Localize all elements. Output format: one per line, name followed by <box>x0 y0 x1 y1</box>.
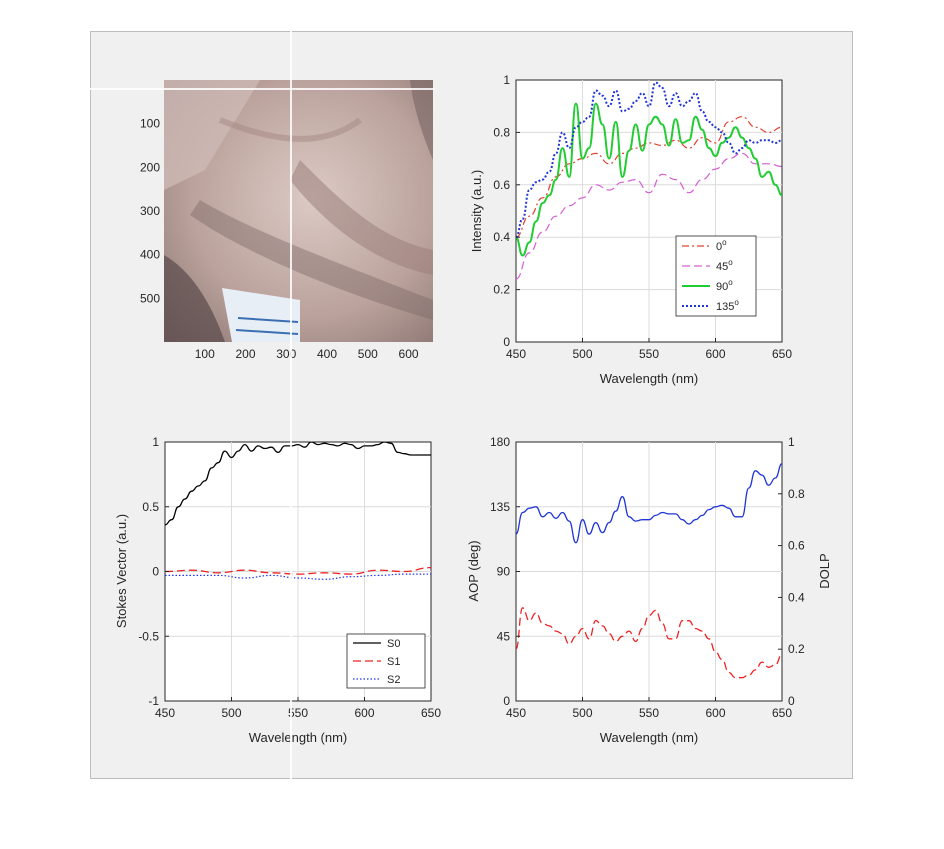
y-tick-label: 0.5 <box>142 500 159 514</box>
x-tick-label: 550 <box>639 347 659 361</box>
y-tick-label: 0.2 <box>493 283 510 297</box>
intensity-ylabel: Intensity (a.u.) <box>469 170 484 252</box>
paper-target <box>222 288 300 342</box>
y-tick-label: 90 <box>497 565 511 579</box>
aop-grid <box>516 442 782 701</box>
legend-box <box>675 235 757 317</box>
image-y-tick-label: 300 <box>140 204 160 218</box>
stokes-lines <box>165 442 431 580</box>
image-x-tick-label: 400 <box>317 347 337 361</box>
series-line-135 <box>516 81 782 239</box>
y2-tick-label: 0.2 <box>788 642 805 656</box>
aop-ylabel: AOP (deg) <box>466 540 481 601</box>
y-tick-label: 0 <box>152 565 159 579</box>
x-tick-label: 450 <box>506 706 526 720</box>
y-tick-label: 0.4 <box>493 230 510 244</box>
hand-edge <box>410 80 433 160</box>
y-tick-label: 0.8 <box>493 125 510 139</box>
legend-label: 135o <box>716 298 739 313</box>
image-x-tick-label: 100 <box>195 347 215 361</box>
image-x-tick-label: 300 <box>276 347 296 361</box>
image-x-tick-label: 500 <box>358 347 378 361</box>
x-tick-label: 450 <box>155 706 175 720</box>
aop-xlabel: Wavelength (nm) <box>600 730 699 745</box>
x-tick-label: 650 <box>421 706 441 720</box>
image-y-tick-label: 400 <box>140 248 160 262</box>
image-y-tick-label: 500 <box>140 291 160 305</box>
stokes-xlabel: Wavelength (nm) <box>249 730 348 745</box>
hand-vein <box>218 117 362 142</box>
y-tick-label: 135 <box>490 500 510 514</box>
image-x-tick-label: 200 <box>235 347 255 361</box>
crosshair-horizontal <box>90 88 435 90</box>
image-y-tick-label: 200 <box>140 160 160 174</box>
series-line-aop <box>516 462 782 544</box>
y2-tick-label: 0.6 <box>788 539 805 553</box>
hand-wrist-region <box>164 80 260 190</box>
y-tick-label: 1 <box>503 73 510 87</box>
finger-shadow <box>190 200 433 320</box>
x-tick-label: 600 <box>705 706 725 720</box>
x-tick-label: 500 <box>572 706 592 720</box>
y-tick-label: 0 <box>503 335 510 349</box>
legend-label: 0o <box>716 238 727 253</box>
finger-crease <box>290 160 433 275</box>
y-tick-label: 1 <box>152 435 159 449</box>
legend-label: S0 <box>387 638 400 650</box>
intensity-axes: 450 500 550 600 650 0 0.2 0.4 0.6 0.8 1 Wavelength… <box>469 73 792 386</box>
x-tick-label: 600 <box>705 347 725 361</box>
series-line-0 <box>516 116 782 238</box>
intensity-xlabel: Wavelength (nm) <box>600 371 699 386</box>
series-line-45 <box>516 152 782 280</box>
hand-image-axes: 100 200 300 400 500 600 100 200 300 400 500 <box>140 80 433 361</box>
series-line-dolp <box>516 607 782 679</box>
paper-print-line <box>237 317 299 323</box>
series-line-90 <box>516 102 782 257</box>
y-tick-label: 0.6 <box>493 178 510 192</box>
x-tick-label: 600 <box>354 706 374 720</box>
image-x-tick-label: 600 <box>399 347 419 361</box>
legend-label: S2 <box>387 674 400 686</box>
palm-shadow <box>164 255 225 342</box>
x-tick-label: 550 <box>639 706 659 720</box>
series-line-s0 <box>165 442 431 526</box>
intensity-lines <box>516 81 782 280</box>
y2-tick-label: 1 <box>788 435 795 449</box>
stokes-ylabel: Stokes Vector (a.u.) <box>114 514 129 628</box>
series-line-s2 <box>165 573 431 580</box>
y2-tick-label: 0 <box>788 694 795 708</box>
x-tick-label: 500 <box>572 347 592 361</box>
y2-tick-label: 0.4 <box>788 590 805 604</box>
aop-lines <box>516 462 782 679</box>
y-tick-label: 180 <box>490 435 510 449</box>
paper-print-line <box>235 329 299 335</box>
x-tick-label: 650 <box>772 347 792 361</box>
x-tick-label: 550 <box>288 706 308 720</box>
image-y-tick-label: 100 <box>140 117 160 131</box>
y-tick-label: -0.5 <box>138 629 159 643</box>
y-tick-label: -1 <box>148 694 159 708</box>
y2-tick-label: 0.8 <box>788 487 805 501</box>
stokes-ticks: 450 500 550 600 650 -1 -0.5 0 0.5 1 <box>138 435 441 720</box>
stokes-legend: S0 S1 S2 <box>346 633 426 689</box>
y-tick-label: 45 <box>497 629 511 643</box>
x-tick-label: 650 <box>772 706 792 720</box>
series-line-s1 <box>165 566 431 575</box>
dolp-ylabel: DOLP <box>817 553 832 588</box>
x-tick-label: 450 <box>506 347 526 361</box>
intensity-ticks: 450 500 550 600 650 0 0.2 0.4 0.6 0.8 1 <box>493 73 792 361</box>
crosshair-vertical <box>290 31 292 779</box>
stokes-axes: 450 500 550 600 650 -1 -0.5 0 0.5 1 Wavelength (n… <box>114 435 441 745</box>
aop-dolp-axes: 450 500 550 600 6500459013518000.20.40.60.81… <box>466 435 832 745</box>
legend-label: S1 <box>387 656 400 668</box>
y-tick-label: 0 <box>503 694 510 708</box>
x-tick-label: 500 <box>221 706 241 720</box>
